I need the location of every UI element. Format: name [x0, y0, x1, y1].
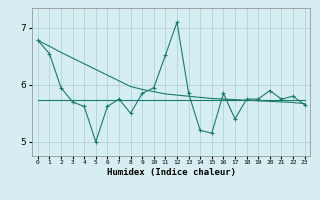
X-axis label: Humidex (Indice chaleur): Humidex (Indice chaleur) [107, 168, 236, 177]
